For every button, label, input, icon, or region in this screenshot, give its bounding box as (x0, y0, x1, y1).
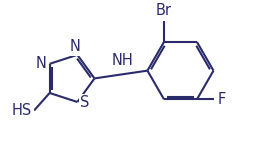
Text: F: F (217, 92, 226, 107)
Text: N: N (70, 39, 81, 54)
Text: S: S (80, 95, 90, 110)
Text: Br: Br (156, 3, 172, 18)
Text: HS: HS (12, 103, 32, 118)
Text: NH: NH (112, 53, 134, 68)
Text: N: N (36, 56, 47, 71)
